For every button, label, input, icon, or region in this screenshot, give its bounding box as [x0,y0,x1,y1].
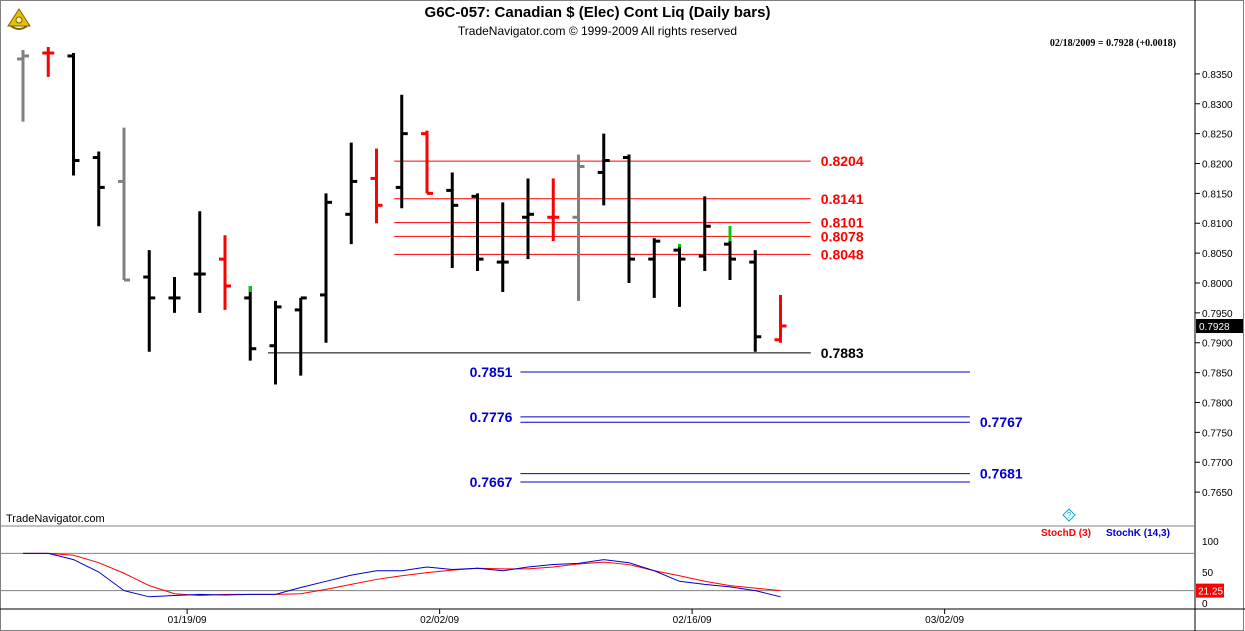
svg-text:?: ? [1067,511,1072,520]
ohlc-bar [522,178,534,260]
ohlc-bar [648,238,661,298]
ohlc-bar [17,49,29,122]
price-tick-label: 0.8350 [1202,70,1233,81]
date-tick-label: 02/16/09 [673,615,712,626]
level-label: 0.7776 [470,409,513,425]
price-tick-label: 0.7950 [1202,309,1233,320]
level-label: 0.8101 [821,215,864,231]
price-tick-label: 0.7650 [1202,488,1233,499]
ohlc-bar [219,235,231,310]
ohlc-bar [67,52,80,176]
price-tick-label: 0.8250 [1202,130,1233,141]
price-tick-label: 0.8200 [1202,160,1233,171]
stoch-tick-label: 50 [1202,568,1214,579]
ohlc-bar [496,202,509,292]
ohlc-bar [370,148,383,224]
stoch-value-box [1196,583,1224,598]
ohlc-bar [320,193,332,343]
price-tick-label: 0.8100 [1202,219,1233,230]
ohlc-bar [193,211,206,313]
ohlc-bar [42,47,55,77]
ohlc-bar [294,296,307,376]
ohlc-bar [395,94,408,209]
level-label: 0.7851 [470,364,513,380]
stoch-tick-label: 100 [1202,537,1219,548]
stoch-k-legend: StochK (14,3) [1106,528,1170,539]
stoch-value-label: 21.25 [1198,587,1223,598]
level-label: 0.7681 [980,466,1023,482]
level-label: 0.7667 [470,474,513,490]
ohlc-bar [572,154,585,301]
stoch-series-line [23,552,781,598]
stoch-series-line [23,552,781,597]
chart-title: G6C-057: Canadian $ (Elec) Cont Liq (Dai… [424,4,771,21]
ohlc-bar [471,193,484,272]
ohlc-bar [421,130,433,195]
ohlc-bar [749,250,762,352]
diamond-marker-icon: ? [1062,508,1076,522]
price-tick-label: 0.8300 [1202,100,1233,111]
ohlc-bar [345,142,358,245]
price-tick-label: 0.7850 [1202,369,1233,380]
price-tick-label: 0.7900 [1202,339,1233,350]
ohlc-bar [597,133,610,206]
level-label: 0.8204 [821,153,864,169]
stoch-tick-label: 0 [1202,599,1208,610]
ohlc-bar [673,244,686,307]
ohlc-bar [143,250,156,352]
ohlc-bar [244,285,257,361]
last-price-label: 0.7928 [1199,322,1230,333]
price-tick-label: 0.7800 [1202,398,1233,409]
level-label: 0.7767 [980,414,1023,430]
date-tick-label: 03/02/09 [925,615,964,626]
level-label: 0.7883 [821,345,864,361]
ohlc-bar [168,277,181,313]
ohlc-bar [118,127,130,282]
price-tick-label: 0.8150 [1202,189,1233,200]
brand-label: TradeNavigator.com [6,513,105,525]
copyright-line: TradeNavigator.com © 1999-2009 All right… [457,24,738,38]
stoch-d-legend: StochD (3) [1041,528,1091,539]
ohlc-bar [547,178,560,242]
level-label: 0.8078 [821,228,864,244]
ohlc-bar [269,300,282,385]
date-tick-label: 02/02/09 [420,615,459,626]
ohlc-bar [446,172,459,269]
ohlc-bar [623,154,635,283]
sextant-logo-icon [7,8,31,30]
level-label: 0.8048 [821,246,864,262]
ohlc-bar [774,294,787,343]
ohlc-bar [92,151,105,227]
price-tick-label: 0.8050 [1202,249,1233,260]
level-label: 0.8141 [821,191,864,207]
date-tick-label: 01/19/09 [168,615,207,626]
date-readout: 02/18/2009 = 0.7928 (+0.0018) [1049,38,1176,49]
last-price-box [1196,319,1243,334]
ohlc-bar [698,196,711,272]
price-tick-label: 0.7750 [1202,428,1233,439]
price-tick-label: 0.7700 [1202,458,1233,469]
price-tick-label: 0.8000 [1202,279,1233,290]
